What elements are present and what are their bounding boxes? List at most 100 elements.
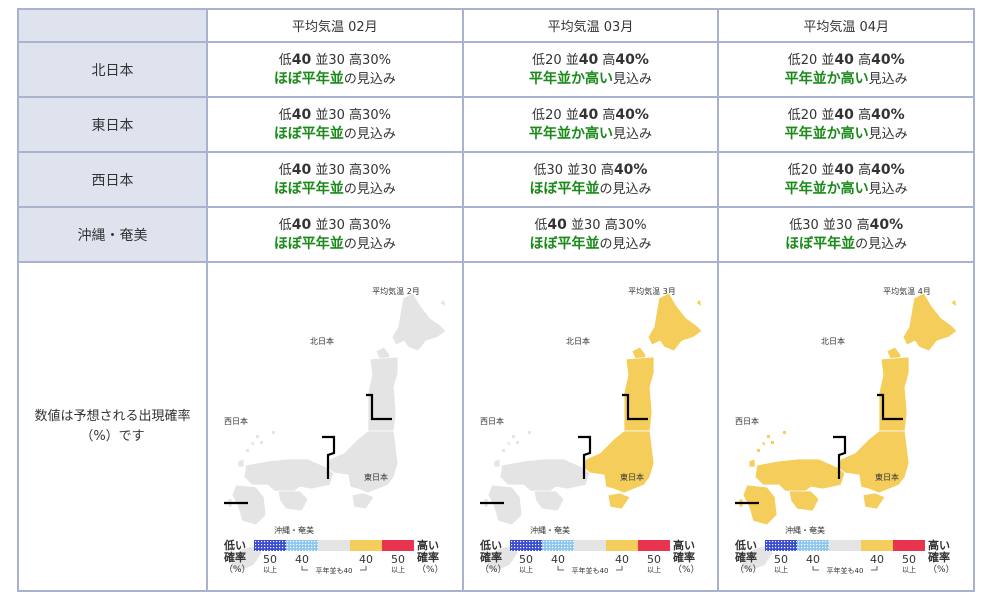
mid-label: 並 [315, 162, 329, 178]
outlook-suffix: 見込み [868, 71, 908, 87]
legend-dot [282, 541, 284, 543]
island-shape [511, 435, 515, 438]
probability-line: 低40 並30 高30% [208, 51, 462, 70]
forecast-cell: 低40 並30 高30% ほぼ平年並の見込み [206, 96, 464, 153]
low-label: 低 [532, 52, 546, 68]
legend-dot [772, 550, 774, 552]
probability-line: 低20 並40 高40% [719, 161, 973, 180]
legend-dot [270, 544, 272, 546]
region-west-shape [748, 458, 756, 468]
legend-dot [554, 547, 556, 549]
legend-dot [778, 547, 780, 549]
legend-dot [540, 544, 542, 546]
outlook-suffix: の見込み [599, 181, 652, 197]
legend-dot [261, 550, 263, 552]
map-title: 平均気温 4月 [883, 286, 931, 296]
outlook-category: ほぼ平年並 [273, 70, 344, 87]
legend-swatch-low-dark [254, 540, 286, 551]
mid-value: 40 [834, 106, 854, 123]
legend-dot [537, 550, 539, 552]
legend-dot [296, 541, 298, 543]
legend-dot [545, 547, 547, 549]
outlook-line: ほぼ平年並の見込み [208, 70, 462, 89]
legend-dot [279, 541, 281, 543]
legend-dot [270, 550, 272, 552]
legend-dot [816, 550, 818, 552]
outlook-suffix: 見込み [612, 71, 652, 87]
legend-dot [769, 544, 771, 546]
legend-dot [766, 550, 768, 552]
legend-dot [542, 541, 544, 543]
legend-dot [528, 544, 530, 546]
legend-swatch-low-light [286, 540, 318, 551]
legend-dot [314, 550, 316, 552]
legend-dot [293, 550, 295, 552]
region-label: 東日本 [17, 96, 208, 153]
legend-dot [258, 541, 260, 543]
legend-dot [572, 550, 574, 552]
legend-dot [261, 541, 263, 543]
legend-bracket-left [812, 566, 820, 571]
legend-50-high: 50 [902, 553, 916, 566]
legend-dot [563, 547, 565, 549]
high-value: 40 [871, 161, 891, 178]
legend-dot [569, 547, 571, 549]
probability-line: 低40 並30 高30% [208, 106, 462, 125]
legend-dot [804, 544, 806, 546]
forecast-cell: 低40 並30 高30% ほぼ平年並の見込み [206, 41, 464, 98]
island-shape [527, 431, 531, 434]
legend-dot [258, 550, 260, 552]
legend-40-low: 40 [806, 553, 820, 566]
region-west-shape [237, 458, 245, 468]
legend-dot [775, 547, 777, 549]
mid-value: 30 [328, 162, 345, 178]
region-north-shape [623, 356, 655, 432]
legend-dot [299, 544, 301, 546]
legend-dot [816, 541, 818, 543]
region-north-shape [878, 356, 910, 432]
legend-dot [287, 541, 289, 543]
forecast-cell: 低20 並40 高40% 平年並か高い見込み [461, 41, 720, 98]
map-label-okinawa: 沖縄・奄美 [785, 525, 825, 535]
legend-normal-note: 平年並も40 [571, 566, 608, 575]
region-west-shape [499, 458, 591, 494]
island-shape [771, 441, 775, 444]
region-east-shape [607, 492, 631, 510]
legend-low-subheading: 確率 [735, 550, 757, 564]
legend-swatch-above-normal [605, 540, 638, 551]
legend-dot [566, 544, 568, 546]
percent-sign: % [634, 217, 647, 233]
legend-dot [772, 547, 774, 549]
outlook-category: ほぼ平年並 [785, 235, 856, 252]
legend-dot [801, 544, 803, 546]
high-label: 高 [600, 162, 614, 178]
legend-dot [798, 544, 800, 546]
legend-dot [548, 547, 550, 549]
high-value: 40 [869, 216, 890, 233]
legend-dot [787, 541, 789, 543]
legend-dot [525, 541, 527, 543]
legend-dot [261, 547, 263, 549]
low-value: 40 [291, 216, 312, 233]
legend-low-unit: （%） [224, 564, 251, 575]
outlook-suffix: の見込み [343, 236, 396, 252]
high-value: 40 [613, 161, 634, 178]
legend-dot [781, 544, 783, 546]
legend-dot [793, 541, 795, 543]
low-value: 20 [800, 107, 818, 123]
probability-line: 低30 並30 高40% [719, 216, 973, 235]
legend-dot [545, 550, 547, 552]
high-label: 高 [349, 52, 363, 68]
legend-dot [810, 550, 812, 552]
outlook-category: 平年並か高い [784, 125, 869, 142]
legend-dot [822, 547, 824, 549]
legend-dot [276, 547, 278, 549]
region-north-shape [950, 298, 958, 308]
legend-swatch-low-dark [765, 540, 798, 551]
legend-dot [290, 550, 292, 552]
legend-dot [781, 547, 783, 549]
header-month-03: 平均気温 03月 [461, 8, 720, 43]
low-value: 20 [800, 162, 818, 178]
legend-40-high: 40 [359, 553, 373, 566]
high-value: 30 [617, 217, 635, 233]
